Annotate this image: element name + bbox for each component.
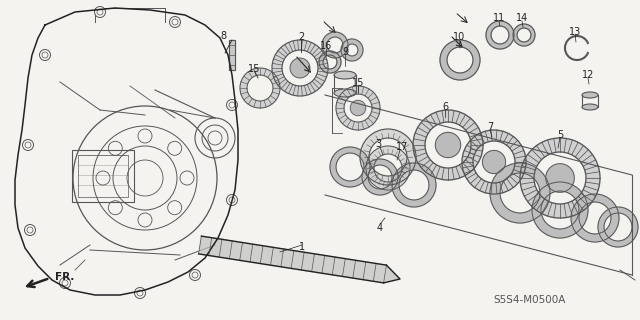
Text: 7: 7	[487, 122, 493, 132]
Polygon shape	[486, 21, 514, 49]
Text: 12: 12	[582, 70, 594, 80]
Circle shape	[227, 195, 237, 205]
Circle shape	[24, 225, 35, 236]
Text: 15: 15	[352, 78, 364, 88]
Circle shape	[172, 19, 178, 25]
Polygon shape	[440, 40, 480, 80]
Circle shape	[546, 164, 574, 192]
Circle shape	[483, 150, 506, 173]
Circle shape	[189, 269, 200, 281]
Polygon shape	[240, 68, 280, 108]
Text: 13: 13	[569, 27, 581, 37]
Polygon shape	[532, 182, 588, 238]
Circle shape	[137, 290, 143, 296]
Ellipse shape	[334, 71, 356, 79]
Polygon shape	[272, 40, 328, 96]
Text: 9: 9	[342, 47, 348, 57]
Text: 10: 10	[453, 32, 465, 42]
Polygon shape	[490, 163, 550, 223]
Text: 17: 17	[396, 142, 408, 152]
Polygon shape	[198, 236, 400, 283]
Circle shape	[25, 142, 31, 148]
Ellipse shape	[582, 104, 598, 110]
Bar	[72, 150, 134, 202]
Text: 1: 1	[299, 242, 305, 252]
Circle shape	[134, 287, 145, 299]
Text: S5S4-M0500A: S5S4-M0500A	[494, 295, 566, 305]
Polygon shape	[598, 207, 638, 247]
Polygon shape	[413, 110, 483, 180]
Circle shape	[229, 197, 235, 203]
Polygon shape	[322, 32, 348, 58]
Circle shape	[229, 102, 235, 108]
Polygon shape	[462, 130, 526, 194]
Circle shape	[350, 100, 365, 116]
Text: 14: 14	[516, 13, 528, 23]
Polygon shape	[392, 163, 436, 207]
Circle shape	[60, 277, 70, 289]
Polygon shape	[336, 86, 380, 130]
Text: 6: 6	[442, 102, 448, 112]
Polygon shape	[520, 138, 600, 218]
Text: 2: 2	[298, 32, 304, 42]
Polygon shape	[366, 146, 410, 190]
Text: 3: 3	[375, 139, 381, 149]
Circle shape	[170, 17, 180, 28]
Text: 16: 16	[320, 41, 332, 51]
Circle shape	[95, 6, 106, 18]
Bar	[78, 155, 128, 197]
Polygon shape	[360, 129, 416, 185]
Circle shape	[22, 140, 33, 150]
Circle shape	[62, 280, 68, 286]
Text: 4: 4	[377, 223, 383, 233]
Circle shape	[40, 50, 51, 60]
Text: 5: 5	[557, 130, 563, 140]
Polygon shape	[319, 51, 341, 73]
Text: FR.: FR.	[55, 272, 74, 282]
Circle shape	[290, 58, 310, 78]
Polygon shape	[571, 194, 619, 242]
Circle shape	[42, 52, 48, 58]
Circle shape	[435, 132, 461, 158]
Polygon shape	[330, 147, 370, 187]
Polygon shape	[513, 24, 535, 46]
Ellipse shape	[334, 89, 356, 97]
Circle shape	[97, 9, 103, 15]
Text: 15: 15	[248, 64, 260, 74]
Ellipse shape	[582, 92, 598, 98]
Polygon shape	[362, 159, 398, 195]
Polygon shape	[341, 39, 363, 61]
Text: 8: 8	[220, 31, 226, 41]
Circle shape	[192, 272, 198, 278]
Circle shape	[227, 100, 237, 110]
Circle shape	[27, 227, 33, 233]
Bar	[229, 40, 235, 70]
Text: 11: 11	[493, 13, 505, 23]
Bar	[229, 40, 235, 70]
